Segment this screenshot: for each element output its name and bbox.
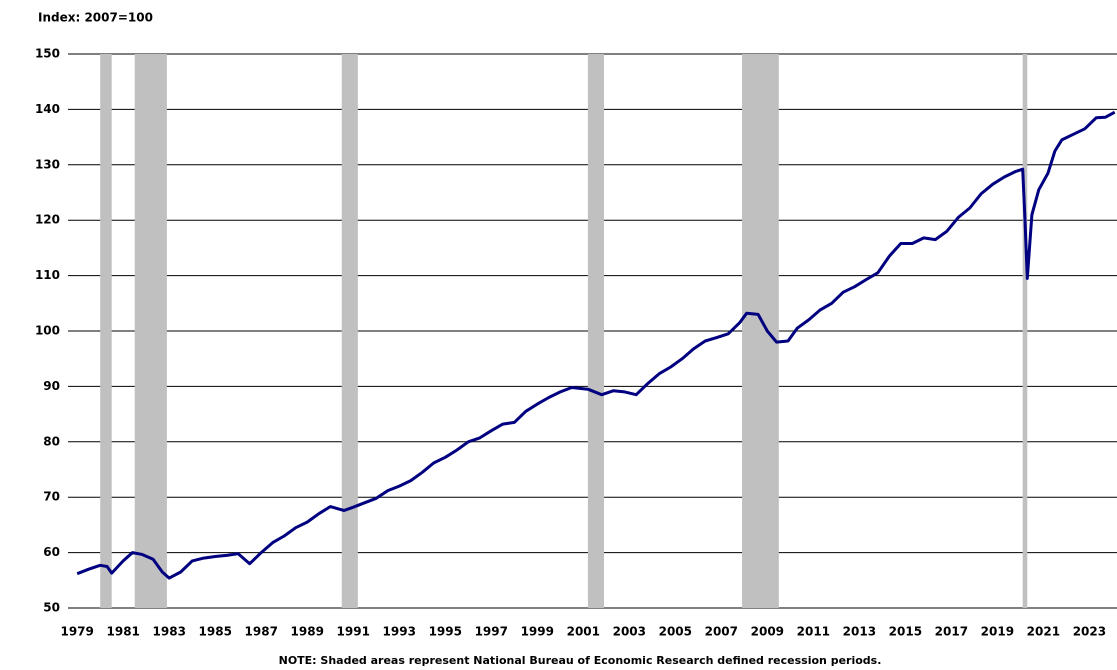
y-tick-label: 50 xyxy=(43,601,60,615)
x-tick-label: 1979 xyxy=(60,625,93,639)
x-tick-label: 2005 xyxy=(659,625,692,639)
x-tick-label: 1991 xyxy=(337,625,370,639)
recession-band xyxy=(134,54,167,608)
y-tick-label: 60 xyxy=(43,545,60,559)
x-tick-label: 1987 xyxy=(245,625,278,639)
x-tick-label: 1993 xyxy=(383,625,416,639)
recession-band xyxy=(341,54,358,608)
y-tick-label: 70 xyxy=(43,490,60,504)
y-tick-label: 150 xyxy=(35,47,60,61)
y-axis-label: Index: 2007=100 xyxy=(38,11,153,25)
x-tick-label: 1989 xyxy=(291,625,324,639)
y-tick-label: 130 xyxy=(35,157,60,171)
recession-band xyxy=(742,54,779,608)
x-tick-label: 2009 xyxy=(751,625,784,639)
y-tick-label: 120 xyxy=(35,213,60,227)
y-tick-label: 140 xyxy=(35,102,60,116)
x-tick-label: 1995 xyxy=(429,625,462,639)
data-line xyxy=(76,110,1116,580)
x-tick-label: 1997 xyxy=(475,625,508,639)
y-tick-label: 100 xyxy=(35,324,60,338)
x-tick-label: 2011 xyxy=(797,625,830,639)
recession-band xyxy=(1022,54,1028,608)
x-tick-label: 1983 xyxy=(153,625,186,639)
x-tick-label: 2019 xyxy=(981,625,1014,639)
y-tick-label: 110 xyxy=(35,268,60,282)
y-tick-label: 90 xyxy=(43,379,60,393)
x-tick-label: 2015 xyxy=(889,625,922,639)
y-tick-label: 80 xyxy=(43,434,60,448)
recession-band xyxy=(587,54,605,608)
x-tick-label: 2023 xyxy=(1073,625,1106,639)
recession-band xyxy=(100,54,112,608)
x-tick-label: 2021 xyxy=(1027,625,1060,639)
note: NOTE: Shaded areas represent National Bu… xyxy=(279,654,882,667)
x-tick-label: 1981 xyxy=(107,625,140,639)
x-tick-label: 2013 xyxy=(843,625,876,639)
x-tick-label: 1985 xyxy=(199,625,232,639)
x-tick-label: 2001 xyxy=(567,625,600,639)
x-tick-label: 1999 xyxy=(521,625,554,639)
x-tick-label: 2017 xyxy=(935,625,968,639)
x-tick-label: 2003 xyxy=(613,625,646,639)
x-tick-label: 2007 xyxy=(705,625,738,639)
